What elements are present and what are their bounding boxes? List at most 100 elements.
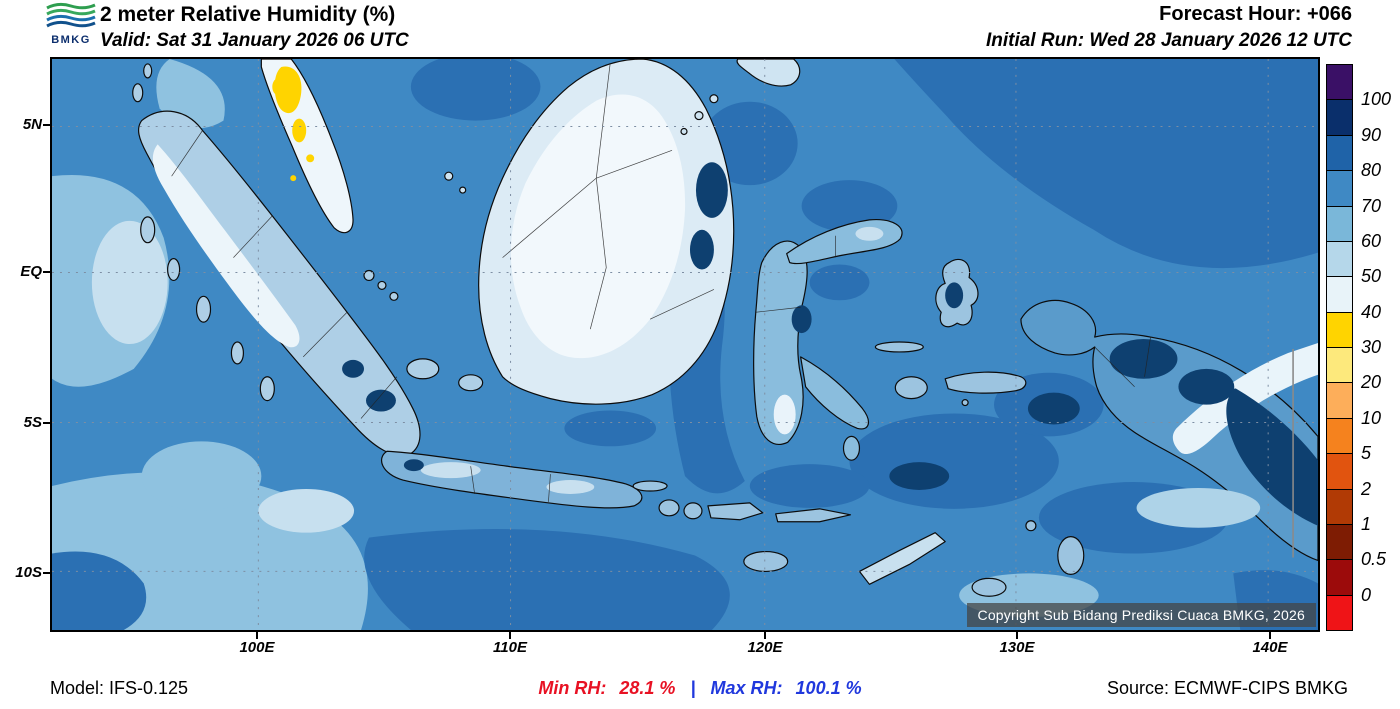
rh-50-60-sulawesi-north xyxy=(855,226,884,241)
island-riau xyxy=(363,269,375,282)
colorbar-segment xyxy=(1326,347,1353,384)
rh-90-100-ocean-patches xyxy=(889,392,1080,490)
island-sumbawa xyxy=(707,502,764,521)
colorbar-segment xyxy=(1326,311,1353,348)
colorbar-label: 0 xyxy=(1361,584,1372,605)
lat-tick xyxy=(43,422,50,424)
rh-30-40-yellow-patch xyxy=(290,175,297,182)
rh-30-40-yellow-patch xyxy=(292,118,307,143)
colorbar-segment xyxy=(1326,594,1353,631)
island-kai xyxy=(1025,520,1037,532)
page-title: 2 meter Relative Humidity (%) xyxy=(100,3,396,26)
colorbar-label: 50 xyxy=(1361,266,1382,287)
island-nicobar xyxy=(132,83,144,103)
colorbar-label: 1 xyxy=(1361,513,1372,534)
lon-tick xyxy=(1269,632,1271,639)
island-mentawai xyxy=(167,258,181,282)
colorbar-segment xyxy=(1326,170,1353,207)
island-aru xyxy=(1057,536,1085,575)
humidity-map-canvas xyxy=(52,59,1318,630)
island-natuna xyxy=(444,171,454,181)
island-madura xyxy=(632,480,668,492)
island-ambon xyxy=(961,399,969,407)
source-label: Source: ECMWF-CIPS BMKG xyxy=(1106,678,1348,698)
island-buru xyxy=(894,376,928,400)
colorbar-segment xyxy=(1326,276,1353,313)
island-nicobar xyxy=(143,63,153,79)
max-rh-label: Max RH: xyxy=(710,678,783,698)
bmkg-logo: BMKG xyxy=(42,2,100,46)
rh-50-60-java-east xyxy=(546,480,595,494)
colorbar-segment xyxy=(1326,205,1353,242)
island-natuna xyxy=(459,186,467,194)
island-lombok xyxy=(683,502,703,520)
colorbar-segment xyxy=(1326,134,1353,172)
island-riau xyxy=(389,291,399,301)
colorbar-label: 5 xyxy=(1361,443,1372,464)
colorbar-label: 100 xyxy=(1361,89,1392,110)
humidity-map: Copyright Sub Bidang Prediksi Cuaca BMKG… xyxy=(50,57,1320,632)
island-sumba xyxy=(743,550,789,573)
colorbar-segment xyxy=(1326,488,1353,525)
lon-label-130e: 130E xyxy=(999,639,1035,656)
colorbar-label: 30 xyxy=(1361,337,1382,357)
lon-tick xyxy=(256,632,258,639)
landmass-mindanao xyxy=(736,59,801,87)
lon-tick xyxy=(509,632,511,639)
island-bali xyxy=(658,499,680,517)
landmass-sulawesi-se-arm xyxy=(800,356,869,430)
rh-40-50-borneo-core xyxy=(510,94,686,359)
lat-label-5s: 5S xyxy=(23,414,42,431)
rh-60-70-papua-south-coast xyxy=(1136,487,1261,528)
colorbar-segment xyxy=(1326,417,1353,455)
rh-30-40-yellow-patch xyxy=(306,154,315,163)
lon-tick xyxy=(764,632,766,639)
admin-boundaries xyxy=(171,62,1151,502)
lon-label-100e: 100E xyxy=(239,639,275,656)
island-timor xyxy=(858,532,946,585)
colorbar-segment xyxy=(1326,453,1353,490)
land-humidity-overlays xyxy=(152,66,1318,528)
bmkg-logo-icon xyxy=(46,2,96,28)
min-rh-value: 28.1 % xyxy=(619,678,676,698)
lat-label-eq: EQ xyxy=(20,263,42,280)
island-bangka xyxy=(406,358,440,380)
lat-label-5n: 5N xyxy=(22,116,42,133)
colorbar-segment xyxy=(1326,240,1353,278)
lon-tick xyxy=(1016,632,1018,639)
colorbar-label: 2 xyxy=(1361,478,1372,499)
island-seram xyxy=(944,371,1027,394)
colorbar-label: 60 xyxy=(1361,230,1382,251)
colorbar-label: 0.5 xyxy=(1361,549,1387,570)
forecast-hour-label: Forecast Hour: +066 xyxy=(1159,3,1352,25)
island-flores xyxy=(775,508,852,523)
island-sulu xyxy=(709,94,719,104)
colorbar-segment xyxy=(1326,99,1353,136)
rh-40-50-sumatra-ridge xyxy=(152,144,300,348)
lat-tick xyxy=(43,271,50,273)
rh-50-60-ocean-patches xyxy=(91,220,355,533)
colorbar-segment xyxy=(1326,559,1353,596)
min-max-rh-line: Min RH: 28.1 % | Max RH: 100.1 % xyxy=(0,678,1400,699)
colorbar-label: 40 xyxy=(1361,301,1382,322)
lon-label-120e: 120E xyxy=(747,639,783,656)
island-sulu xyxy=(694,111,704,121)
rh-30-40-yellow-patch xyxy=(272,78,283,95)
colorbar-label: 10 xyxy=(1361,407,1382,428)
island-buton xyxy=(842,435,861,461)
max-rh-value: 100.1 % xyxy=(795,678,862,698)
colorbar-segment xyxy=(1326,64,1353,101)
bmkg-logo-label: BMKG xyxy=(51,34,91,46)
island-mentawai xyxy=(195,295,212,323)
island-sula xyxy=(874,341,924,353)
island-belitung xyxy=(458,374,484,392)
valid-time-label: Valid: Sat 31 January 2026 06 UTC xyxy=(100,30,409,51)
rh-50-60-java-west xyxy=(420,462,481,479)
colorbar-label: 20 xyxy=(1361,372,1382,393)
min-max-separator: | xyxy=(690,678,696,698)
colorbar-segment xyxy=(1326,382,1353,419)
rh-50-60-sulawesi-south xyxy=(773,394,796,435)
colorbar-label: 70 xyxy=(1361,195,1382,216)
lat-tick xyxy=(43,124,50,126)
